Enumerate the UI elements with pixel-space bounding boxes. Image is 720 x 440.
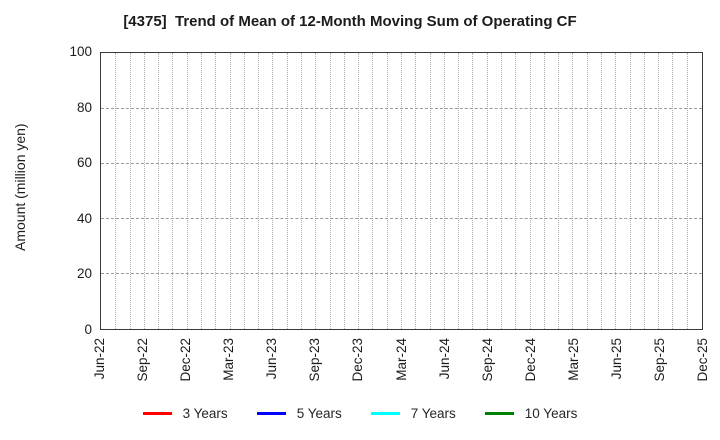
y-tick-label: 0 [84, 322, 92, 337]
vertical-gridline [429, 53, 431, 329]
vertical-gridline [258, 53, 260, 329]
x-tick-label: Jun-25 [608, 338, 624, 380]
x-tick-label: Dec-25 [695, 338, 710, 382]
x-tick-label: Sep-23 [307, 338, 323, 382]
y-tick-label: 60 [76, 155, 92, 171]
legend-label: 3 Years [182, 405, 228, 421]
y-axis-label: Amount (million yen) [12, 123, 28, 251]
vertical-gridline [415, 53, 417, 329]
x-tick-label: Dec-24 [522, 338, 538, 382]
horizontal-gridline [101, 108, 702, 109]
legend-item: 7 Years [370, 405, 456, 421]
vertical-gridline [129, 53, 131, 329]
chart-title: [4375] Trend of Mean of 12-Month Moving … [123, 13, 577, 30]
vertical-gridline [358, 53, 360, 329]
vertical-gridline [629, 53, 631, 329]
horizontal-gridline [101, 218, 702, 219]
vertical-gridline [143, 53, 145, 329]
vertical-gridline [201, 53, 202, 329]
legend-item: 10 Years [484, 405, 578, 421]
legend-label: 7 Years [410, 405, 456, 421]
x-tick-label: Dec-23 [350, 338, 366, 382]
legend-line-icon [484, 411, 514, 415]
vertical-gridline [586, 53, 588, 329]
vertical-gridline [329, 53, 331, 329]
vertical-gridline [558, 53, 560, 329]
vertical-gridline [643, 53, 645, 329]
vertical-gridline [686, 53, 688, 329]
x-tick-label: Jun-23 [264, 338, 280, 380]
vertical-gridline [472, 53, 474, 329]
vertical-gridline [215, 53, 217, 329]
vertical-gridline [186, 53, 188, 329]
legend-line-icon [142, 411, 172, 415]
vertical-gridline [372, 53, 374, 329]
vertical-gridline [572, 53, 574, 329]
x-tick-label: Sep-24 [479, 338, 495, 382]
vertical-gridline [158, 53, 160, 329]
vertical-gridline [615, 53, 617, 329]
y-tick-label: 80 [76, 99, 92, 115]
vertical-gridline [343, 53, 345, 329]
vertical-gridline [486, 53, 488, 329]
x-tick-label: Mar-24 [393, 338, 409, 381]
vertical-gridline [601, 53, 602, 329]
vertical-gridline [272, 53, 274, 329]
vertical-gridline [443, 53, 445, 329]
vertical-gridline [401, 53, 402, 329]
vertical-gridline [286, 53, 288, 329]
x-tick-label: Sep-25 [651, 338, 667, 382]
y-tick-label: 20 [76, 266, 92, 282]
vertical-gridline [315, 53, 317, 329]
vertical-gridline [243, 53, 245, 329]
vertical-gridline [458, 53, 460, 329]
vertical-gridline [386, 53, 388, 329]
legend-label: 10 Years [524, 405, 578, 421]
vertical-gridline [229, 53, 231, 329]
vertical-gridline [115, 53, 117, 329]
x-tick-label: Mar-25 [565, 338, 581, 381]
x-tick-label: Sep-22 [135, 338, 151, 382]
vertical-gridline [172, 53, 174, 329]
plot-area [100, 52, 703, 330]
y-tick-label: 40 [76, 210, 92, 226]
legend: 3 Years 5 Years 7 Years 10 Years [0, 401, 720, 425]
vertical-gridline [529, 53, 531, 329]
legend-line-icon [370, 411, 400, 415]
vertical-gridline [672, 53, 674, 329]
legend-line-icon [256, 411, 286, 415]
vertical-gridline [658, 53, 660, 329]
x-tick-label: Dec-22 [178, 338, 194, 382]
legend-label: 5 Years [296, 405, 342, 421]
legend-item: 5 Years [256, 405, 342, 421]
x-tick-label: Jun-24 [436, 338, 452, 380]
vertical-gridline [543, 53, 545, 329]
legend-item: 3 Years [142, 405, 228, 421]
y-tick-label: 100 [69, 44, 92, 59]
horizontal-gridline [101, 273, 702, 274]
vertical-gridline [301, 53, 302, 329]
horizontal-gridline [101, 163, 702, 164]
x-tick-label: Mar-23 [221, 338, 237, 381]
vertical-gridline [515, 53, 517, 329]
x-tick-label: Jun-22 [92, 338, 107, 380]
vertical-gridline [501, 53, 502, 329]
